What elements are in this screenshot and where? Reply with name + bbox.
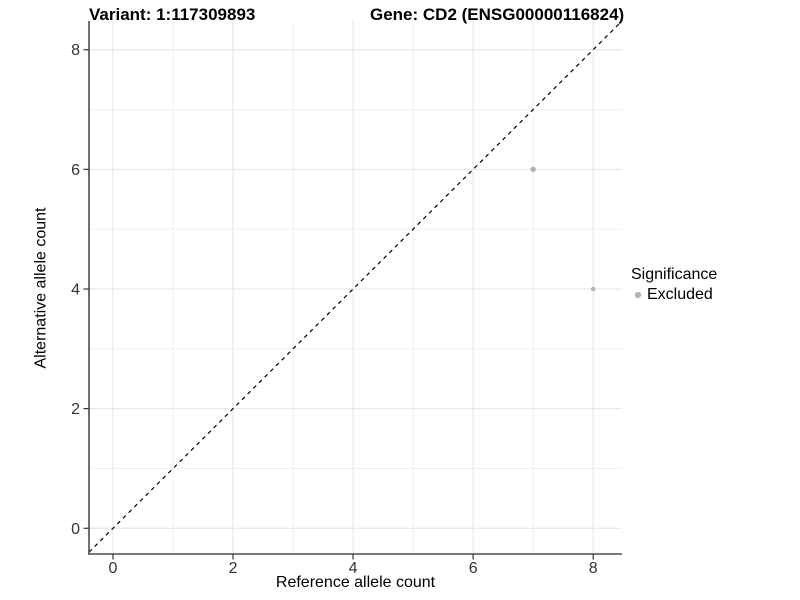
- data-point: [590, 286, 596, 292]
- identity-reference-line: [88, 20, 623, 553]
- data-point: [530, 166, 536, 173]
- legend-entry-label: Excluded: [647, 286, 713, 303]
- y-tick-label: 0: [71, 521, 80, 538]
- x-tick-label: 8: [589, 560, 598, 577]
- x-tick-label: 4: [349, 560, 358, 577]
- x-axis-title: Reference allele count: [275, 574, 436, 591]
- x-tick-label: 2: [229, 560, 238, 577]
- x-tick-label: 6: [469, 560, 478, 577]
- legend-entry-excluded: Excluded: [631, 286, 717, 304]
- variant-title: Variant: 1:117309893: [89, 5, 256, 24]
- excluded-point-icon: [634, 291, 642, 299]
- y-tick-label: 6: [71, 162, 80, 179]
- gene-title: Gene: CD2 (ENSG00000116824): [370, 5, 625, 24]
- y-tick-label: 2: [71, 401, 80, 418]
- legend: Significance Excluded: [631, 266, 717, 304]
- y-axis-title: Alternative allele count: [32, 207, 50, 369]
- legend-title: Significance: [631, 266, 718, 283]
- y-tick-label: 4: [71, 281, 80, 298]
- x-tick-label: 0: [109, 560, 118, 577]
- y-tick-label: 8: [71, 42, 80, 59]
